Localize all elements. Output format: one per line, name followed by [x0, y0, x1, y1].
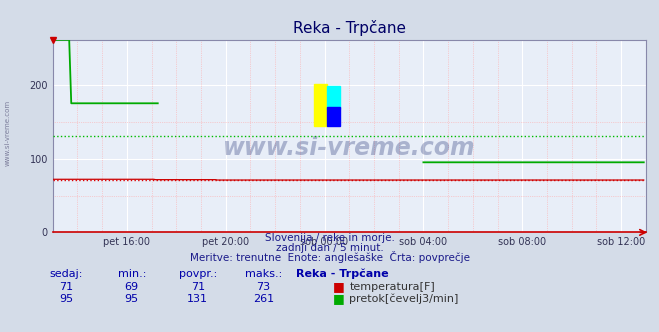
Text: 71: 71 — [190, 283, 205, 292]
Text: www.si-vreme.com: www.si-vreme.com — [5, 100, 11, 166]
Text: zadnji dan / 5 minut.: zadnji dan / 5 minut. — [275, 243, 384, 253]
Text: 261: 261 — [253, 294, 274, 304]
Text: 95: 95 — [125, 294, 139, 304]
Text: povpr.:: povpr.: — [179, 269, 217, 279]
Text: min.:: min.: — [117, 269, 146, 279]
Text: 95: 95 — [59, 294, 73, 304]
Bar — [314, 84, 327, 126]
Text: pretok[čevelj3/min]: pretok[čevelj3/min] — [349, 293, 459, 304]
Bar — [328, 86, 340, 109]
Title: Reka - Trpčane: Reka - Trpčane — [293, 20, 406, 36]
Text: www.si-vreme.com: www.si-vreme.com — [223, 136, 476, 160]
Text: temperatura[F]: temperatura[F] — [349, 283, 435, 292]
Text: Meritve: trenutne  Enote: anglešaške  Črta: povprečje: Meritve: trenutne Enote: anglešaške Črta… — [190, 251, 469, 263]
Text: sedaj:: sedaj: — [49, 269, 82, 279]
Text: Reka - Trpčane: Reka - Trpčane — [297, 269, 389, 279]
Text: maks.:: maks.: — [245, 269, 282, 279]
Text: 131: 131 — [187, 294, 208, 304]
Text: 71: 71 — [59, 283, 73, 292]
Bar — [328, 107, 340, 126]
Text: Slovenija / reke in morje.: Slovenija / reke in morje. — [264, 233, 395, 243]
Text: ■: ■ — [333, 281, 345, 293]
Text: ■: ■ — [333, 292, 345, 305]
Text: 69: 69 — [125, 283, 139, 292]
Text: 73: 73 — [256, 283, 271, 292]
